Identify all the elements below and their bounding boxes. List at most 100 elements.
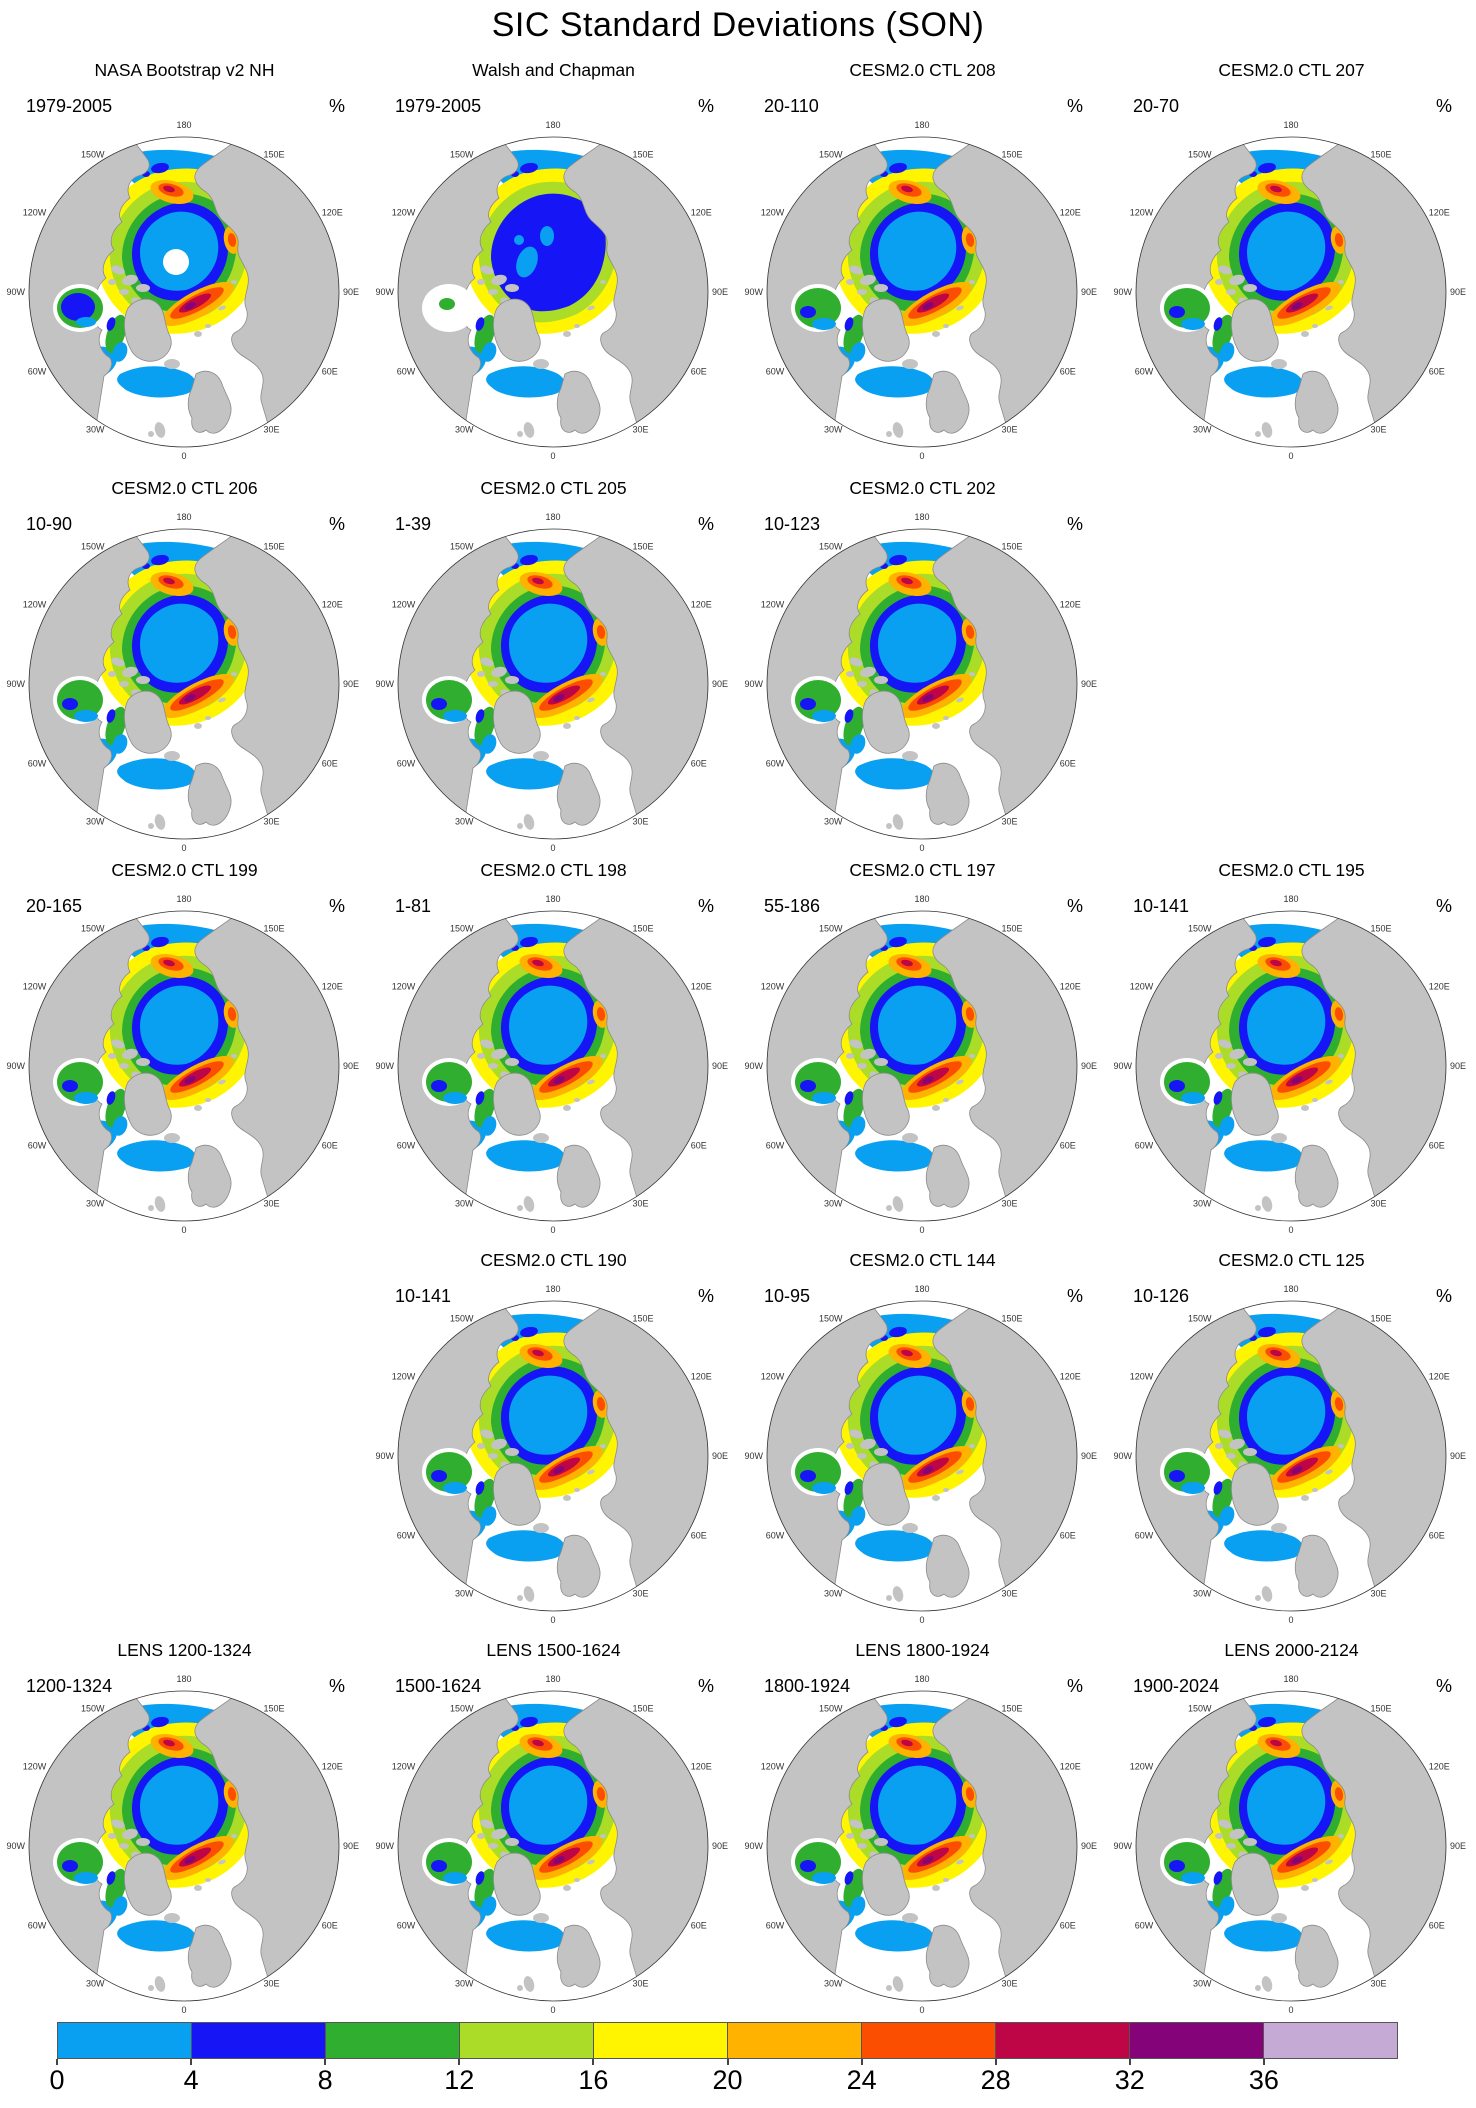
meridian-label: 30E	[633, 1589, 649, 1599]
map-panel: LENS 1200-1324 1200-1324 % 180 150E 120E 90…	[0, 1640, 369, 2032]
meridian-label: 60W	[28, 759, 47, 769]
meridian-label: 30W	[824, 1199, 843, 1209]
colorbar-tick	[56, 2059, 58, 2065]
meridian-label: 90E	[343, 287, 359, 297]
map-clip-group	[398, 1301, 708, 1611]
meridian-label: 150E	[633, 541, 654, 551]
panel-title: CESM2.0 CTL 198	[480, 860, 627, 880]
meridian-label: 120W	[23, 1762, 47, 1772]
panel-title: CESM2.0 CTL 199	[111, 860, 258, 880]
map-clip-group	[767, 1301, 1077, 1611]
map-boundary-circle	[28, 528, 340, 840]
hudson-bay	[53, 1058, 107, 1106]
map-clip-group	[1136, 1301, 1446, 1611]
arctic-map: 180 150E 120E 90E 60E 30E 0 30W 60W 90W 120W 150W	[1113, 1284, 1466, 1625]
panel-range-label: 20-110	[764, 96, 819, 116]
meridian-label: 150W	[450, 541, 474, 551]
meridian-label: 30E	[1002, 817, 1018, 827]
meridian-label: 180	[545, 120, 560, 130]
meridian-label: 60W	[397, 1531, 416, 1541]
meridian-label: 90E	[712, 679, 728, 689]
meridian-label: 120W	[392, 600, 416, 610]
arctic-map: 180 150E 120E 90E 60E 30E 0 30W 60W 90W 120W 150W	[744, 120, 1097, 461]
arctic-map: 180 150E 120E 90E 60E 30E 0 30W 60W 90W 120W 150W	[375, 1284, 728, 1625]
islands	[1215, 1819, 1344, 1992]
colorbar-segment	[58, 2023, 192, 2058]
meridian-label: 0	[1288, 1225, 1293, 1235]
colorbar-segment	[326, 2023, 460, 2058]
panel-unit-label: %	[697, 514, 714, 534]
meridian-label: 120E	[1060, 208, 1081, 218]
meridian-labels: 180 150E 120E 90E 60E 30E 0 30W 60W 90W 120W 150W	[1113, 1674, 1466, 2015]
map-clip-group	[767, 137, 1077, 447]
meridian-label: 90W	[744, 287, 763, 297]
map-panel: LENS 2000-2124 1900-2024 % 180 150E 120E 90…	[1107, 1640, 1476, 2032]
panel-range-label: 1979-2005	[26, 96, 113, 116]
meridian-labels: 180 150E 120E 90E 60E 30E 0 30W 60W 90W 120W 150W	[744, 1284, 1097, 1625]
panel-unit-label: %	[1435, 1286, 1452, 1306]
colorbar-tick	[994, 2059, 997, 2065]
meridian-label: 120E	[691, 600, 712, 610]
panel-unit-label: %	[697, 1286, 714, 1306]
islands	[846, 1429, 975, 1602]
meridian-label: 0	[919, 843, 924, 853]
arctic-map: 180 150E 120E 90E 60E 30E 0 30W 60W 90W 120W 150W	[6, 1674, 359, 2015]
map-clip-group	[1136, 911, 1446, 1221]
meridian-label: 180	[176, 120, 191, 130]
meridian-label: 150E	[1371, 1313, 1392, 1323]
map-boundary-circle	[1135, 1690, 1447, 2002]
map-boundary-circle	[397, 1300, 709, 1612]
meridian-label: 30W	[86, 817, 105, 827]
meridian-label: 90W	[1113, 287, 1132, 297]
meridian-label: 150E	[633, 1313, 654, 1323]
map-panel: LENS 1500-1624 1500-1624 % 180 150E 120E 90…	[369, 1640, 738, 2032]
meridian-label: 60E	[322, 759, 338, 769]
meridian-label: 0	[181, 451, 186, 461]
meridian-label: 0	[550, 2005, 555, 2015]
map-clip-group	[398, 911, 708, 1221]
meridian-label: 60E	[1060, 1141, 1076, 1151]
colorbar-tick	[190, 2059, 193, 2065]
meridian-label: 0	[550, 1225, 555, 1235]
colorbar-tick	[860, 2059, 863, 2065]
meridian-label: 150W	[819, 149, 843, 159]
meridian-label: 60E	[1429, 1531, 1445, 1541]
panel-range-label: 1-81	[395, 896, 432, 916]
colorbar-tick-label: 4	[183, 2065, 199, 2095]
map-boundary-circle	[766, 136, 1078, 448]
meridian-labels: 180 150E 120E 90E 60E 30E 0 30W 60W 90W 120W 150W	[744, 120, 1097, 461]
meridian-label: 180	[914, 1284, 929, 1294]
meridian-label: 0	[181, 1225, 186, 1235]
colorbar-tick-label: 12	[444, 2065, 475, 2095]
colorbar-segment	[728, 2023, 862, 2058]
meridian-label: 90W	[744, 1451, 763, 1461]
map-boundary-circle	[28, 1690, 340, 2002]
meridian-label: 150W	[1188, 1313, 1212, 1323]
map-clip-group	[29, 137, 339, 447]
hudson-bay	[791, 1448, 845, 1496]
map-boundary-circle	[766, 1690, 1078, 2002]
arctic-map: 180 150E 120E 90E 60E 30E 0 30W 60W 90W 120W 150W	[6, 512, 359, 853]
meridian-label: 60E	[1060, 759, 1076, 769]
meridian-label: 30W	[86, 1199, 105, 1209]
map-boundary-circle	[766, 910, 1078, 1222]
panel-title: CESM2.0 CTL 202	[849, 478, 996, 498]
islands	[108, 265, 237, 438]
meridian-label: 60W	[397, 1141, 416, 1151]
pole-hole	[163, 249, 189, 275]
islands	[1215, 265, 1344, 438]
meridian-label: 60E	[322, 1141, 338, 1151]
meridian-label: 90W	[744, 679, 763, 689]
meridian-label: 150E	[633, 923, 654, 933]
meridian-labels: 180 150E 120E 90E 60E 30E 0 30W 60W 90W 120W 150W	[375, 894, 728, 1235]
panel-title: LENS 1800-1924	[855, 1640, 990, 1660]
meridian-label: 120E	[1429, 982, 1450, 992]
meridian-label: 150W	[81, 1703, 105, 1713]
map-boundary-circle	[1135, 910, 1447, 1222]
meridian-label: 0	[919, 2005, 924, 2015]
meridian-label: 30E	[264, 425, 280, 435]
meridian-label: 90W	[375, 1841, 394, 1851]
meridian-label: 120W	[23, 982, 47, 992]
colorbar-tick	[458, 2059, 461, 2065]
